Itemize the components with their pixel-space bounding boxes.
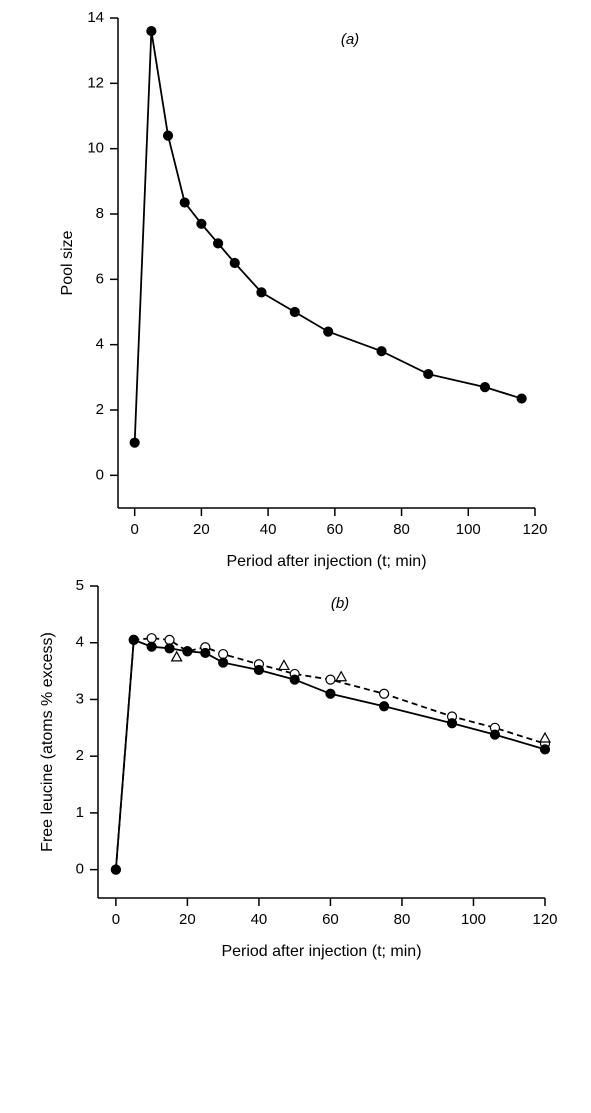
y-tick-label: 4 <box>76 634 84 651</box>
marker <box>325 674 336 685</box>
y-tick-label: 2 <box>96 401 104 418</box>
annotation: (b) <box>331 595 349 612</box>
marker <box>146 641 157 652</box>
marker <box>110 864 121 875</box>
marker <box>218 657 229 668</box>
marker <box>179 197 190 208</box>
marker <box>256 287 267 298</box>
x-tick-label: 80 <box>394 911 411 928</box>
marker <box>289 306 300 318</box>
x-tick-label: 40 <box>251 911 268 928</box>
marker <box>378 688 390 699</box>
marker <box>323 326 334 337</box>
y-tick-label: 1 <box>76 804 84 821</box>
marker <box>200 647 211 659</box>
marker <box>146 25 157 37</box>
series-line <box>114 638 546 870</box>
series-line <box>133 30 522 443</box>
x-tick-label: 20 <box>193 521 210 538</box>
marker <box>325 688 336 699</box>
y-tick-label: 5 <box>76 577 84 594</box>
x-tick-label: 100 <box>461 911 486 928</box>
marker <box>229 257 240 269</box>
marker <box>423 368 434 380</box>
marker <box>146 633 157 644</box>
x-tick-label: 100 <box>456 521 481 538</box>
marker <box>277 659 290 671</box>
marker <box>212 238 224 249</box>
y-axis-label: Pool size <box>59 230 76 295</box>
marker <box>162 130 174 141</box>
x-tick-label: 0 <box>112 911 120 928</box>
marker <box>196 218 207 229</box>
marker <box>170 650 183 662</box>
marker <box>129 437 140 448</box>
marker <box>289 674 300 685</box>
marker <box>128 634 139 645</box>
x-tick-label: 20 <box>179 911 196 928</box>
marker <box>538 731 552 743</box>
x-tick-label: 60 <box>326 521 343 538</box>
x-tick-label: 80 <box>393 521 410 538</box>
x-tick-label: 120 <box>522 521 547 538</box>
x-axis-label: Period after injection (t; min) <box>226 553 426 570</box>
marker <box>479 382 491 393</box>
y-tick-label: 0 <box>96 466 104 483</box>
y-tick-label: 3 <box>76 690 84 707</box>
y-tick-label: 14 <box>87 9 104 26</box>
marker <box>218 648 229 660</box>
annotation: (a) <box>341 31 359 48</box>
marker <box>164 634 175 645</box>
marker <box>164 643 175 654</box>
x-tick-label: 40 <box>260 521 277 538</box>
marker <box>253 664 265 676</box>
y-tick-label: 10 <box>87 140 104 157</box>
x-tick-label: 60 <box>322 911 339 928</box>
marker <box>446 718 458 729</box>
y-tick-label: 8 <box>96 205 104 222</box>
x-axis-label: Period after injection (t; min) <box>221 943 421 960</box>
marker <box>182 646 193 657</box>
y-tick-label: 2 <box>76 747 84 764</box>
y-tick-label: 12 <box>87 74 104 91</box>
marker <box>335 670 348 682</box>
y-axis-label: Free leucine (atoms % excess) <box>39 632 56 852</box>
marker <box>376 346 387 357</box>
y-tick-label: 4 <box>96 336 104 353</box>
series-line <box>114 637 546 870</box>
marker <box>516 393 527 404</box>
marker <box>489 729 501 740</box>
y-tick-label: 6 <box>96 270 104 287</box>
x-tick-label: 120 <box>532 911 557 928</box>
x-tick-label: 0 <box>131 521 139 538</box>
marker <box>378 701 390 712</box>
marker <box>539 744 551 755</box>
y-tick-label: 0 <box>76 861 84 878</box>
